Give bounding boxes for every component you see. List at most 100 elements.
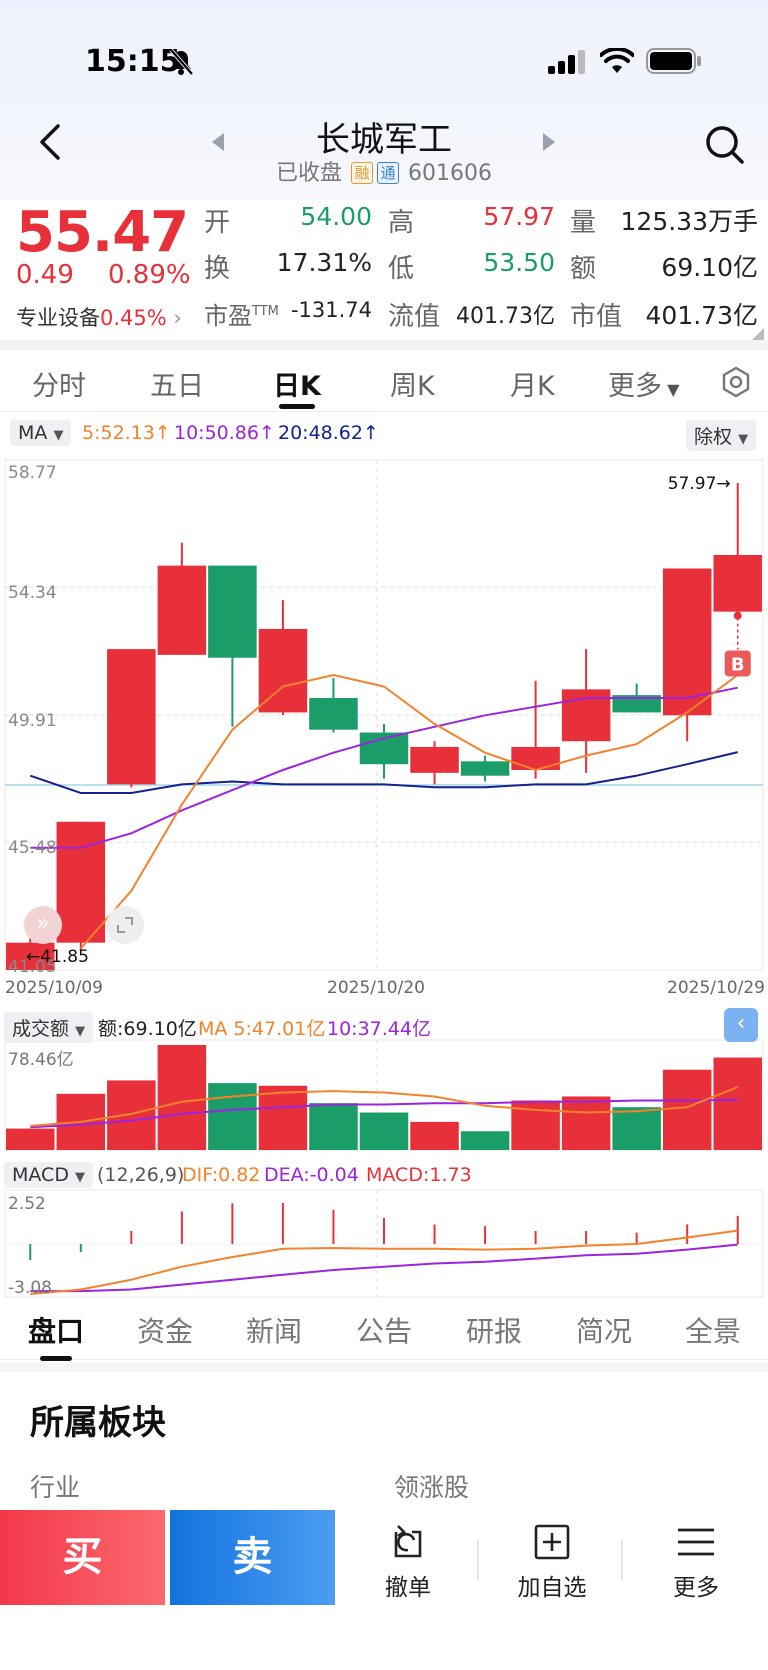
wifi-icon	[600, 48, 634, 73]
tab-research[interactable]: 研报	[466, 1315, 523, 1348]
marker-dot	[733, 611, 742, 620]
chart-settings-icon[interactable]	[720, 366, 752, 398]
cancel-order-button[interactable]: 撤单	[338, 1510, 478, 1605]
value-open: 54.00	[300, 202, 372, 231]
prev-stock-icon[interactable]	[210, 132, 226, 152]
status-time: 15:15	[85, 44, 181, 79]
candle-body	[157, 565, 207, 655]
tab-news[interactable]: 新闻	[246, 1315, 303, 1348]
back-icon[interactable]	[36, 122, 64, 162]
macd-selector[interactable]: MACD ▼	[4, 1162, 94, 1188]
ma-legend: MA ▼ 5:52.13↑ 10:50.86↑ 20:48.62↑ 除权 ▼	[0, 418, 768, 452]
value-volume: 125.33万手	[620, 207, 758, 236]
caret-down-icon: ▼	[75, 1024, 86, 1039]
volume-ma5: MA 5:47.01亿	[198, 1018, 326, 1040]
candle-body	[107, 649, 156, 785]
label-low: 低	[388, 254, 415, 284]
divider	[0, 1362, 768, 1372]
value-market-cap: 401.73亿	[645, 301, 758, 330]
candle-body	[713, 554, 762, 612]
tab-monthly-k[interactable]: 月K	[510, 371, 555, 402]
tab-overview[interactable]: 全景	[685, 1315, 742, 1348]
action-bar: 买 卖 撤单 加自选 更多	[0, 1510, 768, 1605]
volume-selector[interactable]: 成交额 ▼	[4, 1012, 94, 1043]
next-stock-icon[interactable]	[541, 132, 557, 152]
tab-profile[interactable]: 简况	[576, 1315, 633, 1348]
chart-fullscreen-button[interactable]	[106, 906, 144, 944]
macd-value: MACD:1.73	[366, 1164, 472, 1186]
buy-button[interactable]: 买	[0, 1510, 165, 1605]
date-label: 2025/10/20	[327, 978, 425, 998]
caret-down-icon: ▼	[53, 428, 64, 443]
volume-bar	[107, 1080, 156, 1150]
chart-scroll-left-button[interactable]: »	[24, 906, 62, 944]
macd-bottom-label: -3.08	[8, 1278, 52, 1298]
candle-body	[612, 695, 661, 713]
sell-button[interactable]: 卖	[170, 1510, 335, 1605]
sector-name: 专业设备	[16, 306, 100, 330]
undo-icon	[394, 1525, 422, 1558]
value-high: 57.97	[483, 202, 555, 231]
industry-label: 行业	[30, 1473, 81, 1502]
macd-top-label: 2.52	[8, 1194, 46, 1214]
volume-max-label: 78.46亿	[8, 1050, 74, 1070]
collapse-panel-button[interactable]: ‹	[724, 1008, 758, 1042]
active-tab-indicator	[40, 1356, 72, 1361]
stock-title: 长城军工	[316, 120, 452, 160]
tab-five-day[interactable]: 五日	[150, 371, 204, 402]
divider	[0, 340, 768, 350]
volume-bar	[662, 1069, 712, 1150]
value-float-cap: 401.73亿	[456, 304, 555, 329]
info-tabs: 盘口 资金 新闻 公告 研报 简况 全景	[0, 1290, 768, 1361]
y-axis-tick: 54.34	[8, 583, 57, 603]
stock-subtitle: 已收盘 融通 601606	[0, 155, 768, 187]
corner-expand-icon[interactable]	[752, 328, 764, 340]
label-high: 高	[388, 208, 415, 238]
tab-more[interactable]: 更多 ▼	[608, 371, 680, 402]
ma5-line	[80, 673, 739, 950]
more-button[interactable]: 更多	[626, 1510, 766, 1605]
add-watchlist-button[interactable]: 加自选	[482, 1510, 622, 1605]
tab-weekly-k[interactable]: 周K	[390, 371, 435, 402]
max-price-label: 57.97→	[668, 474, 731, 494]
divider	[621, 1540, 623, 1580]
header: 15:15	[0, 0, 768, 200]
y-axis-tick: 49.91	[8, 711, 57, 731]
value-pe: -131.74	[290, 298, 372, 322]
candle-body	[56, 821, 106, 943]
more-label: 更多	[673, 1575, 719, 1601]
candle-body	[258, 628, 308, 713]
tab-daily-k[interactable]: 日K	[273, 371, 321, 402]
cancel-order-label: 撤单	[385, 1575, 431, 1601]
market-status: 已收盘	[276, 161, 343, 186]
search-icon[interactable]	[704, 124, 746, 166]
add-square-icon	[534, 1524, 570, 1560]
macd-dea-line	[30, 1243, 738, 1293]
tab-announcements[interactable]: 公告	[356, 1315, 413, 1348]
volume-bar	[612, 1107, 661, 1150]
candle-body	[6, 942, 55, 970]
leading-stock-label: 领涨股	[394, 1473, 470, 1502]
caret-down-icon: ▼	[75, 1170, 86, 1185]
candle-body	[410, 746, 459, 773]
sector-link[interactable]: 专业设备0.45% ›	[16, 302, 182, 332]
adjust-selector[interactable]: 除权 ▼	[686, 420, 757, 451]
active-tab-indicator	[279, 404, 315, 409]
macd-dif: DIF:0.82	[182, 1164, 261, 1186]
candle-body	[309, 698, 358, 730]
signal-icon	[548, 50, 585, 74]
tab-funds[interactable]: 资金	[137, 1315, 194, 1348]
ma-selector[interactable]: MA ▼	[10, 420, 72, 446]
label-amount: 额	[570, 254, 597, 284]
candle-body	[662, 568, 712, 716]
tab-order-book[interactable]: 盘口	[28, 1315, 85, 1348]
tab-intraday[interactable]: 分时	[32, 371, 86, 402]
margin-tag: 融	[351, 162, 374, 184]
y-axis-tick: 58.77	[8, 463, 57, 483]
macd-dea: DEA:-0.04	[264, 1164, 359, 1186]
caret-down-icon: ▼	[662, 380, 680, 399]
y-axis-tick: 45.48	[8, 838, 57, 858]
volume-bar	[6, 1128, 55, 1150]
